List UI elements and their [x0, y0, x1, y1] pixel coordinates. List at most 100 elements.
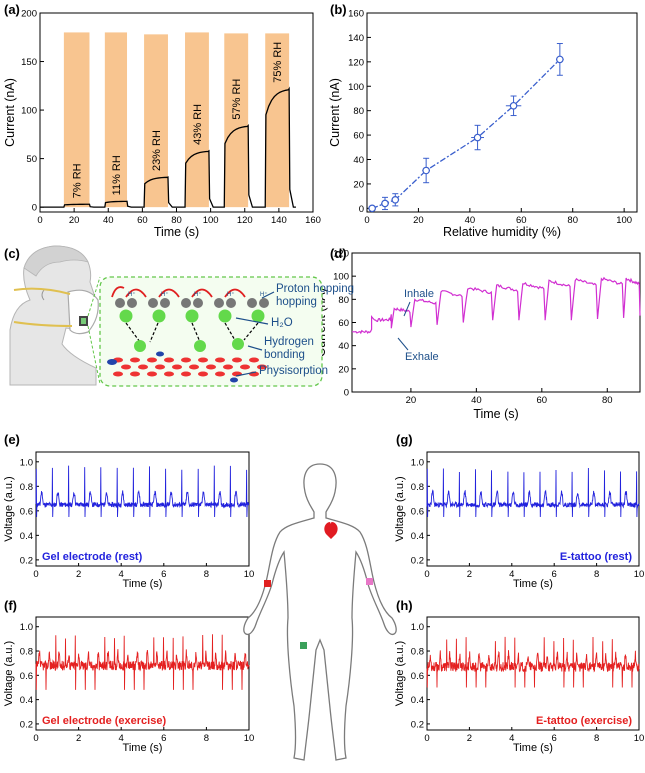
x-tick-label: 10: [244, 733, 255, 744]
panel-label-b: (b): [330, 2, 347, 17]
axes-frame: [351, 252, 641, 393]
humidity-bar: [104, 32, 128, 208]
data-point: [368, 204, 376, 213]
callout-arrow: [235, 317, 269, 325]
bar-label: 23% RH: [151, 130, 163, 171]
lattice-atom: [206, 364, 216, 370]
water-molecule: [194, 340, 206, 352]
y-tick-label: 40: [338, 341, 349, 352]
y-tick-label: 0.2: [411, 555, 424, 566]
axes-frame: [366, 12, 638, 213]
y-tick-label: 0: [32, 203, 37, 214]
x-tick-label: 4: [509, 569, 514, 580]
exhale-arrow: [397, 337, 409, 351]
adsorbed-molecule: [156, 351, 164, 357]
data-point: [509, 101, 518, 110]
panel-label-h: (h): [396, 598, 413, 613]
y-tick-label: 120: [348, 57, 364, 68]
h-plus-label: H⁺: [161, 291, 169, 298]
ecg-trace: [426, 636, 640, 688]
oxygen-atom: [160, 298, 170, 308]
x-tick-label: 0: [364, 215, 369, 226]
callout-arrow: [247, 345, 263, 351]
bar-label: 43% RH: [192, 104, 204, 145]
axes-frame: [35, 616, 250, 731]
label-physisorption: Physisorption: [259, 365, 328, 377]
panel-label-e: (e): [4, 432, 20, 447]
axes-frame: [426, 451, 640, 567]
hydrogen-bond: [149, 322, 159, 343]
h-plus-label: H⁺: [227, 291, 235, 298]
x-tick-label: 40: [471, 395, 482, 406]
y-tick-label: 120: [333, 249, 349, 260]
inhale-arrow: [403, 301, 411, 317]
y-tick-label: 100: [333, 272, 349, 283]
x-tick-label: 0: [37, 215, 42, 226]
humidity-bar: [265, 33, 290, 208]
label-bonding: bonding: [264, 349, 305, 361]
y-tick-label: 0.8: [411, 482, 424, 493]
bar-label: 75% RH: [272, 42, 284, 83]
current-trace: [40, 86, 296, 208]
y-tick-label: 1.0: [411, 622, 424, 633]
oxygen-atom: [259, 298, 269, 308]
chart-title: Gel electrode (exercise): [42, 715, 166, 727]
y-tick-label: 0.4: [411, 695, 424, 706]
lattice-atom: [198, 371, 208, 377]
trend-line: [371, 58, 561, 209]
y-axis-label: Current (nA): [3, 78, 17, 147]
x-tick-label: 2: [467, 569, 472, 580]
lattice-atom: [121, 364, 131, 370]
x-tick-label: 20: [406, 395, 417, 406]
y-tick-label: 0.2: [20, 555, 33, 566]
y-tick-label: 0.6: [411, 671, 424, 682]
panel-label-g: (g): [396, 432, 413, 447]
h-plus-label: H⁺: [260, 291, 268, 298]
x-axis-label: Relative humidity (%): [443, 225, 561, 239]
h-plus-label: H⁺: [128, 291, 136, 298]
chart-a-current-vs-time: 0 20 40 60 80 100 120 140 160 0 50 100 150 200 Time (s…: [3, 9, 321, 240]
water-molecule: [119, 309, 133, 323]
y-axis-label: Voltage (a.u.): [3, 476, 15, 541]
exhale-label: Exhale: [405, 351, 439, 363]
oxygen-atom: [247, 298, 257, 308]
lattice-atom: [240, 364, 250, 370]
adsorbed-molecule: [230, 377, 238, 383]
y-tick-label: 60: [353, 131, 364, 142]
y-tick-label: 0.2: [20, 719, 33, 730]
label-hopping: hopping: [276, 296, 317, 308]
lattice-atom: [130, 357, 140, 363]
x-axis-label: Time (s): [154, 225, 199, 239]
data-point: [556, 55, 564, 64]
x-tick-label: 40: [465, 215, 476, 226]
zoom-connector: [87, 276, 101, 317]
humidity-bar: [144, 34, 168, 208]
y-tick-label: 0.6: [20, 506, 33, 517]
oxygen-atom: [148, 298, 158, 308]
x-tick-label: 4: [509, 733, 514, 744]
x-tick-label: 60: [516, 215, 527, 226]
chart-f-ecg-gel-exercise: 0 2 4 6 8 10 0.2 0.4 0.6 0.8 1.0 Time (s) Voltage (a…: [3, 616, 255, 754]
x-tick-label: 20: [413, 215, 424, 226]
ground-electrode-marker: [300, 642, 307, 649]
lattice-atom: [164, 371, 174, 377]
human-body-outline: [243, 463, 397, 761]
panel-label-d: (d): [330, 246, 347, 261]
x-tick-label: 160: [305, 215, 321, 226]
chart-title: Gel electrode (rest): [42, 551, 143, 563]
x-tick-label: 80: [602, 395, 613, 406]
hop-arrow: [191, 288, 213, 298]
y-tick-label: 0.8: [20, 482, 33, 493]
chart-title: E-tattoo (rest): [560, 551, 632, 563]
x-tick-label: 0: [424, 569, 429, 580]
e-tattoo-marker-wrist: [366, 578, 373, 585]
x-tick-label: 80: [171, 215, 182, 226]
breathing-trace: [352, 276, 641, 335]
chart-h-ecg-tattoo-exercise: 0 2 4 6 8 10 0.2 0.4 0.6 0.8 1.0 Time (s) Voltage (a…: [394, 616, 644, 754]
chart-e-ecg-gel-rest: 0 2 4 6 8 10 0.2 0.4 0.6 0.8 1.0 Time (s) Voltage (a…: [3, 451, 254, 590]
y-tick-label: 0.6: [411, 506, 424, 517]
inhale-label: Inhale: [404, 288, 434, 300]
y-tick-label: 1.0: [20, 457, 33, 468]
lattice-atom: [189, 364, 199, 370]
